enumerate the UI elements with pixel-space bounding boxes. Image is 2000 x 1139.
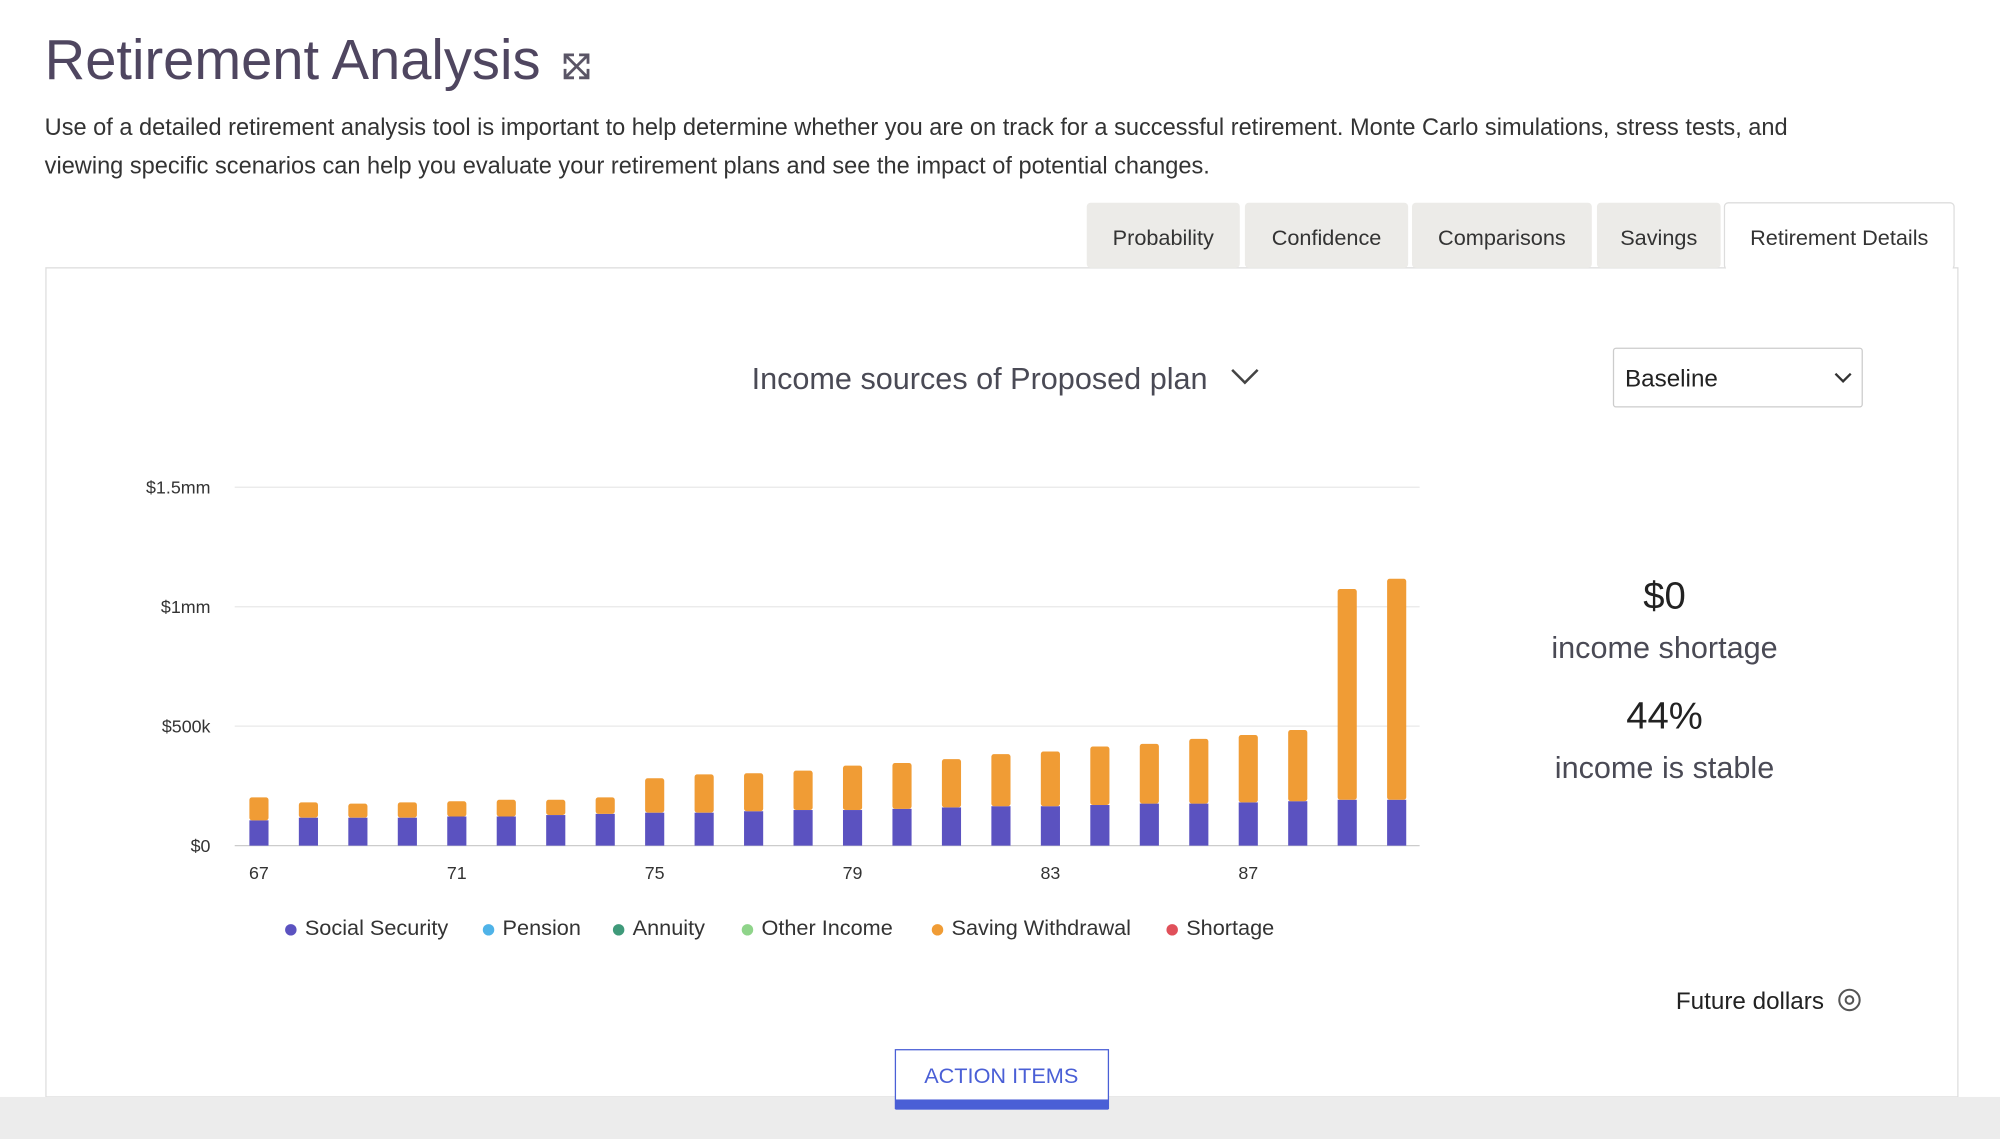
- bar-segment: [1090, 805, 1110, 846]
- legend-marker: [285, 924, 297, 936]
- bar-segment: [1189, 803, 1209, 846]
- y-tick-label: $500k: [162, 717, 211, 737]
- bar-segment: [595, 797, 615, 814]
- x-tick-label: 67: [249, 863, 269, 883]
- bar-segment: [694, 774, 714, 813]
- page-title: Retirement Analysis: [45, 28, 541, 91]
- legend-label[interactable]: Shortage: [1186, 915, 1274, 940]
- y-tick-label: $0: [191, 836, 211, 856]
- y-tick-label: $1.5mm: [146, 478, 210, 498]
- bar-segment: [348, 803, 368, 818]
- bar-segment: [1238, 802, 1258, 846]
- bar-segment: [1139, 803, 1159, 846]
- bar-segment: [1139, 743, 1159, 804]
- description: Use of a detailed retirement analysis to…: [45, 114, 1788, 140]
- chart-dropdown-arrow[interactable]: [1231, 368, 1259, 385]
- bar-segment: [595, 813, 615, 846]
- bar-segment: [1387, 799, 1407, 846]
- bar-segment: [1040, 751, 1060, 807]
- description: viewing specific scenarios can help you …: [45, 152, 1210, 178]
- bar-segment: [546, 799, 566, 816]
- stat-value: $0: [1643, 574, 1686, 617]
- dollars-setting[interactable]: Future dollars: [1676, 988, 1824, 1015]
- bar-segment: [892, 762, 912, 809]
- bar-segment: [249, 820, 269, 846]
- legend-marker: [612, 924, 625, 936]
- chart-title[interactable]: Income sources of Proposed plan: [752, 362, 1208, 396]
- scenario-select[interactable]: [1612, 347, 1863, 408]
- bar-segment: [744, 811, 764, 846]
- bar-segment: [1189, 738, 1209, 804]
- action-button-bar: [895, 1099, 1109, 1110]
- expand-icon[interactable]: [563, 53, 590, 80]
- tab-label: Comparisons: [1438, 225, 1566, 250]
- bar-segment: [546, 815, 566, 846]
- bar-segment: [645, 778, 665, 813]
- bar-segment: [645, 812, 665, 846]
- bar-segment: [941, 807, 962, 846]
- legend-label[interactable]: Social Security: [305, 915, 448, 940]
- legend-marker: [1166, 924, 1178, 936]
- tab[interactable]: [1411, 202, 1592, 268]
- bar-segment: [447, 816, 467, 846]
- legend-label[interactable]: Other Income: [761, 915, 892, 940]
- tab[interactable]: [1596, 202, 1721, 268]
- legend-label[interactable]: Saving Withdrawal: [952, 915, 1131, 940]
- stat-label: income is stable: [1555, 751, 1774, 785]
- legend-marker: [482, 924, 495, 936]
- bar-segment: [1288, 729, 1308, 802]
- bar-segment: [892, 808, 912, 846]
- bar-segment: [744, 773, 764, 812]
- tab-label: Retirement Details: [1750, 225, 1928, 250]
- tab[interactable]: [1244, 202, 1409, 268]
- bar-segment: [1337, 589, 1357, 800]
- bar-segment: [1387, 578, 1407, 800]
- stat-label: income shortage: [1551, 631, 1777, 665]
- bar-segment: [991, 754, 1011, 807]
- bar-segment: [694, 812, 714, 846]
- bar-segment: [447, 801, 467, 817]
- tab-label: Probability: [1113, 225, 1214, 250]
- bar-segment: [842, 765, 863, 811]
- bar-segment: [1040, 806, 1060, 846]
- legend-marker: [931, 924, 944, 936]
- bar-segment: [793, 770, 813, 811]
- bar-segment: [348, 817, 368, 846]
- bar-segment: [496, 799, 516, 817]
- select-arrow: [1834, 372, 1852, 383]
- x-tick-label: 71: [447, 863, 467, 883]
- bar-segment: [397, 802, 417, 818]
- bar-segment: [793, 810, 813, 846]
- x-tick-label: 75: [645, 863, 665, 883]
- bar-segment: [1090, 746, 1110, 806]
- y-tick-label: $1mm: [161, 597, 211, 617]
- tab-label: Savings: [1620, 225, 1697, 250]
- bar-segment: [298, 817, 318, 846]
- bar-segment: [1288, 801, 1308, 846]
- bar-segment: [1238, 735, 1258, 803]
- tab-label: Confidence: [1272, 225, 1382, 250]
- bar-segment: [1337, 799, 1357, 846]
- x-tick-label: 83: [1040, 863, 1060, 883]
- x-tick-label: 79: [843, 863, 863, 883]
- x-tick-label: 87: [1238, 863, 1258, 883]
- bar-segment: [496, 816, 516, 846]
- bar-segment: [397, 817, 417, 846]
- legend-label[interactable]: Annuity: [633, 915, 705, 940]
- bar-segment: [842, 810, 863, 846]
- legend-marker: [741, 924, 754, 936]
- action-button-label: ACTION ITEMS: [924, 1063, 1078, 1088]
- bar-segment: [991, 806, 1011, 846]
- tab[interactable]: [1086, 202, 1240, 268]
- scenario-value: Baseline: [1625, 365, 1718, 392]
- tab-cover: [1725, 261, 1953, 272]
- stat-value: 44%: [1626, 694, 1703, 737]
- bar-segment: [249, 797, 269, 821]
- settings-icon[interactable]: [1838, 988, 1861, 1012]
- bar-segment: [298, 802, 318, 818]
- bar-segment: [941, 759, 962, 808]
- legend-label[interactable]: Pension: [503, 915, 581, 940]
